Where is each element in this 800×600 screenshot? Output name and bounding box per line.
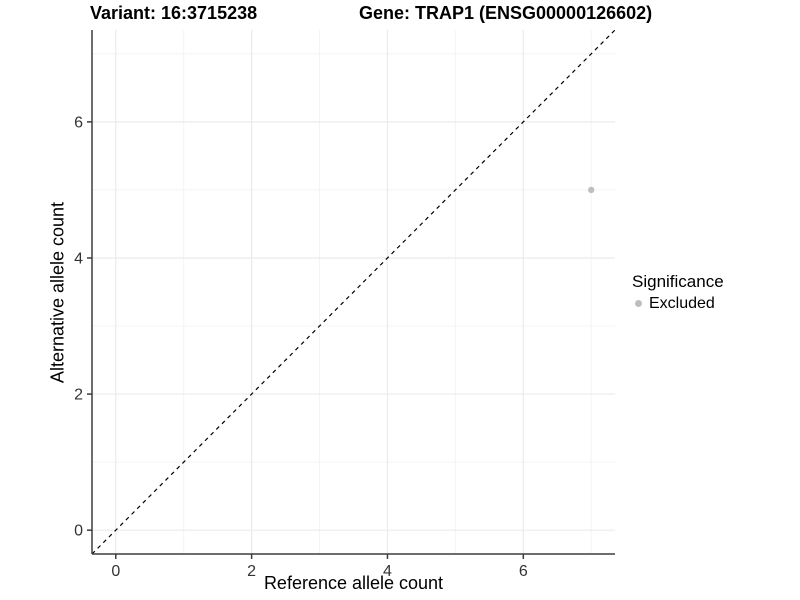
identity-line [91,29,616,555]
variant-title: Variant: 16:3715238 [90,3,258,23]
y-tick-label: 4 [74,250,83,267]
y-tick-label: 2 [74,387,83,404]
y-tick-label: 0 [74,523,83,540]
gene-title: Gene: TRAP1 (ENSG00000126602) [359,3,653,23]
y-tick-label: 6 [74,114,83,131]
legend: Significance Excluded [630,271,724,313]
x-tick-label: 6 [519,563,528,580]
data-point [588,186,595,194]
legend-entry: Excluded [630,294,724,313]
x-axis-title: Reference allele count [263,573,444,593]
legend-point-icon [635,300,642,307]
legend-entry-label: Excluded [649,295,715,312]
y-axis-title: Alternative allele count [47,201,68,384]
x-tick-label: 0 [111,563,120,580]
x-tick-label: 2 [247,563,256,580]
legend-title: Significance [632,272,724,291]
x-tick-label: 4 [383,563,392,580]
